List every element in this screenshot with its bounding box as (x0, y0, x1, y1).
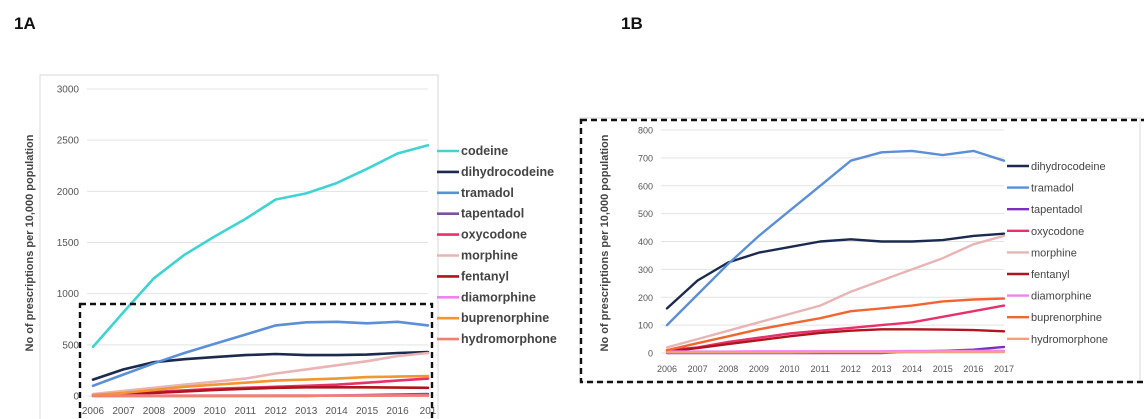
y-tick-label: 100 (638, 321, 653, 331)
legend-label-hydromorphone: hydromorphone (461, 332, 557, 346)
y-axis-label: No of prescriptions per 10,000 populatio… (24, 134, 36, 351)
x-tick-label: 2016 (386, 406, 409, 417)
y-tick-label: 1000 (57, 289, 80, 300)
x-tick-label: 2006 (657, 364, 677, 374)
legend-label-buprenorphine: buprenorphine (1031, 312, 1102, 324)
legend-label-fentanyl: fentanyl (461, 269, 509, 283)
panel-label-1a: 1A (14, 14, 36, 33)
y-tick-label: 300 (638, 265, 653, 275)
x-tick-label: 2010 (204, 406, 227, 417)
x-tick-label: 2011 (811, 364, 830, 374)
legend-label-morphine: morphine (1031, 247, 1077, 259)
x-tick-label: 2007 (112, 406, 135, 417)
series-line-hydromorphone (665, 350, 1006, 354)
x-tick-label: 2009 (749, 364, 769, 374)
legend-label-diamorphine: diamorphine (461, 290, 536, 304)
series-line-fentanyl (91, 385, 430, 397)
x-tick-label: 2013 (871, 364, 891, 374)
x-tick-label: 2012 (265, 406, 288, 417)
y-tick-label: 400 (638, 237, 653, 247)
x-tick-label: 2012 (841, 364, 861, 374)
legend-label-oxycodone: oxycodone (461, 228, 527, 242)
y-axis-label: No of prescriptions per 10,000 populatio… (599, 134, 611, 351)
legend-label-diamorphine: diamorphine (1031, 291, 1092, 303)
y-tick-label: 500 (62, 340, 79, 351)
y-tick-label: 500 (638, 209, 653, 219)
y-tick-label: 700 (638, 153, 653, 163)
y-tick-label: 800 (638, 126, 653, 136)
legend-label-dihydrocodeine: dihydrocodeine (461, 165, 554, 179)
panel-label-1b: 1B (621, 14, 643, 33)
y-tick-label: 0 (648, 349, 653, 359)
y-tick-label: 2500 (57, 136, 80, 147)
y-tick-label: 200 (638, 293, 653, 303)
series-line-buprenorphine (665, 297, 1006, 352)
legend-label-tramadol: tramadol (1031, 183, 1074, 195)
legend-label-dihydrocodeine: dihydrocodeine (1031, 161, 1106, 173)
legend-label-oxycodone: oxycodone (1031, 226, 1084, 238)
legend-label-buprenorphine: buprenorphine (461, 311, 549, 325)
x-tick-label: 2006 (82, 406, 105, 417)
legend-label-tramadol: tramadol (461, 186, 514, 200)
series-line-morphine (91, 351, 430, 396)
panel-1b-border (579, 118, 1144, 384)
y-tick-label: 2000 (57, 187, 80, 198)
chart-frame (39, 74, 439, 419)
legend-label-hydromorphone: hydromorphone (1031, 334, 1108, 346)
legend-label-tapentadol: tapentadol (1031, 204, 1082, 216)
y-tick-label: 600 (638, 181, 653, 191)
legend-label-fentanyl: fentanyl (1031, 269, 1070, 281)
y-tick-label: 0 (73, 392, 79, 403)
x-tick-label: 201 (420, 406, 437, 417)
x-tick-label: 2014 (902, 364, 922, 374)
series-line-dihydrocodeine (91, 350, 430, 381)
series-line-morphine (665, 234, 1006, 349)
x-tick-label: 2011 (235, 406, 257, 417)
y-tick-label: 3000 (57, 85, 80, 96)
x-tick-label: 2015 (933, 364, 953, 374)
series-line-dihydrocodeine (665, 232, 1006, 310)
series-line-codeine (91, 144, 430, 349)
series-line-buprenorphine (91, 374, 430, 397)
x-tick-label: 2016 (963, 364, 983, 374)
x-tick-label: 2013 (295, 406, 318, 417)
legend-label-tapentadol: tapentadol (461, 207, 524, 221)
series-line-tramadol (665, 149, 1006, 327)
series-line-oxycodone (665, 304, 1006, 352)
legend-label-codeine: codeine (461, 144, 508, 158)
zoom-region-box (78, 302, 434, 419)
x-tick-label: 2007 (688, 364, 708, 374)
y-tick-label: 1500 (57, 238, 80, 249)
x-tick-label: 2017 (994, 364, 1014, 374)
x-tick-label: 2014 (326, 406, 349, 417)
legend-label-morphine: morphine (461, 249, 518, 263)
x-tick-label: 2009 (173, 406, 196, 417)
x-tick-label: 2008 (143, 406, 166, 417)
x-tick-label: 2008 (718, 364, 738, 374)
x-tick-label: 2010 (780, 364, 800, 374)
series-line-tramadol (91, 320, 430, 388)
x-tick-label: 2015 (356, 406, 379, 417)
series-line-fentanyl (665, 328, 1006, 353)
